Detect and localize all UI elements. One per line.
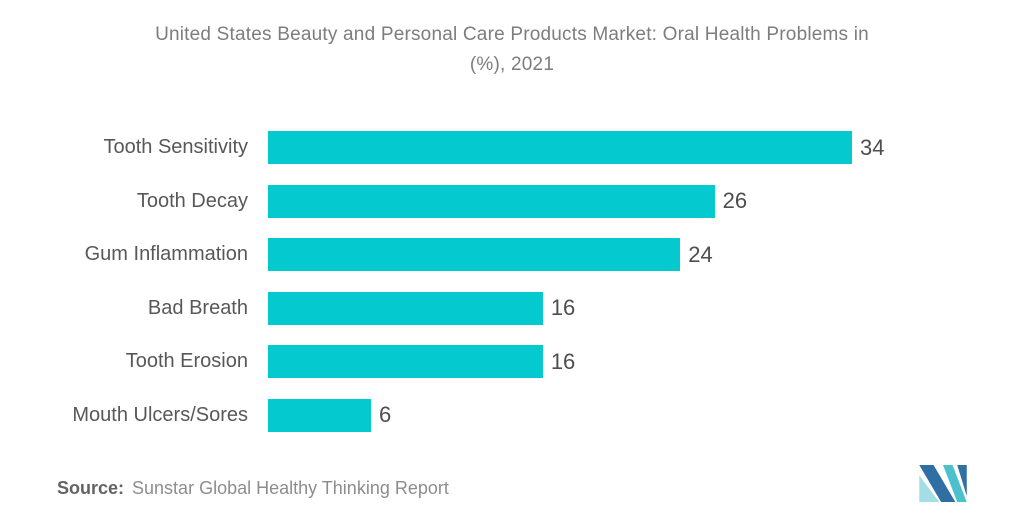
source-text: Sunstar Global Healthy Thinking Report (132, 478, 449, 498)
value-label: 16 (550, 348, 576, 374)
bar (268, 184, 715, 218)
chart-title: United States Beauty and Personal Care P… (0, 20, 1024, 80)
category-label: Gum Inflammation (84, 243, 248, 266)
bar-track: 24 (268, 238, 852, 272)
bar-track: 16 (268, 291, 852, 325)
logo-shape-right-triangle (957, 464, 967, 497)
source-label: Source: (57, 478, 125, 498)
bar-row: Bad Breath 16 (0, 282, 1024, 336)
bar-track: 6 (268, 398, 852, 432)
category-label: Bad Breath (147, 296, 248, 319)
bar (268, 131, 852, 165)
bar (268, 398, 372, 432)
value-label: 26 (722, 188, 748, 214)
category-label: Mouth Ulcers/Sores (72, 403, 248, 426)
chart-title-line1: United States Beauty and Personal Care P… (155, 24, 869, 45)
bar (268, 345, 543, 379)
bar-row: Tooth Erosion 16 (0, 335, 1024, 389)
bar (268, 238, 681, 272)
value-label: 16 (550, 295, 576, 321)
bar (268, 291, 543, 325)
bar-track: 16 (268, 345, 852, 379)
logo-shape-left-diagonal (919, 464, 956, 502)
logo-shape-light-triangle (919, 475, 940, 502)
category-label: Tooth Erosion (125, 350, 248, 373)
bar-row: Gum Inflammation 24 (0, 228, 1024, 282)
source-line: Source: Sunstar Global Healthy Thinking R… (57, 478, 449, 499)
bar-row: Tooth Decay 26 (0, 175, 1024, 229)
bar-row: Tooth Sensitivity 34 (0, 121, 1024, 175)
bar-track: 26 (268, 184, 852, 218)
value-label: 24 (688, 241, 713, 267)
chart-title-line2: (%), 2021 (469, 54, 555, 75)
value-label: 34 (860, 134, 885, 160)
category-label: Tooth Sensitivity (103, 136, 248, 159)
value-label: 6 (379, 402, 392, 428)
bar-track: 34 (268, 131, 884, 165)
bar-row: Mouth Ulcers/Sores 6 (0, 389, 1024, 443)
logo-shape-right-diagonal (943, 464, 967, 502)
mordor-intelligence-logo (919, 464, 967, 502)
bar-chart: Tooth Sensitivity 34 Tooth Decay 26 Gum … (0, 121, 1024, 442)
category-label: Tooth Decay (136, 189, 248, 212)
